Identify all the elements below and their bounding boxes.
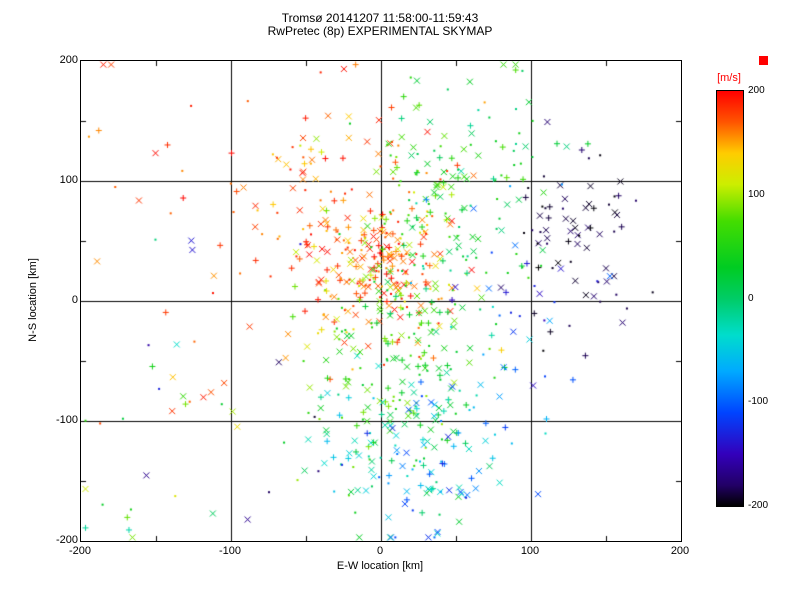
y-tick-label: 100	[59, 174, 78, 186]
y-axis-label: N-S location [km]	[27, 258, 39, 342]
plot-area	[80, 60, 682, 542]
scatter-canvas	[81, 61, 681, 541]
y-tick-label: -200	[55, 534, 78, 546]
colorbar-top-marker	[759, 56, 768, 65]
plot-title: Tromsø 20141207 11:58:00-11:59:43 RwPret…	[80, 12, 680, 38]
colorbar	[716, 90, 744, 507]
colorbar-tick-label: 100	[748, 188, 765, 200]
colorbar-tick-label: -200	[748, 500, 769, 511]
x-tick-label: 100	[520, 545, 540, 557]
colorbar-tick-label: 0	[748, 292, 754, 304]
x-axis-label: E-W location [km]	[336, 560, 424, 572]
colorbar-tick-label: 200	[748, 85, 765, 96]
y-tick-label: 200	[59, 54, 78, 66]
x-tick-label: -200	[68, 545, 92, 557]
x-tick-label: 0	[376, 545, 384, 557]
colorbar-label: [m/s]	[717, 72, 741, 84]
x-tick-label: -100	[218, 545, 242, 557]
plot-title-line2: RwPretec (8p) EXPERIMENTAL SKYMAP	[267, 24, 493, 38]
colorbar-tick-label: -100	[748, 396, 769, 408]
plot-title-line1: Tromsø 20141207 11:58:00-11:59:43	[281, 11, 479, 25]
x-tick-label: 200	[670, 545, 690, 557]
y-tick-label: -100	[55, 414, 78, 426]
y-tick-label: 0	[71, 294, 78, 306]
